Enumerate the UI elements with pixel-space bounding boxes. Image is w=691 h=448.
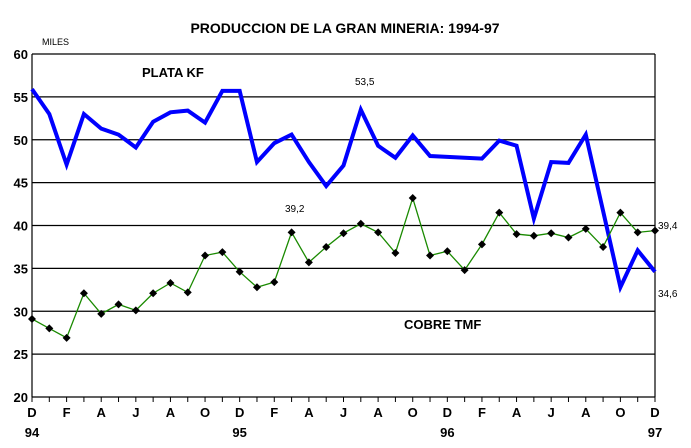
data-point-cobre [529, 231, 538, 240]
data-point-cobre [547, 229, 556, 238]
y-tick-label: 20 [14, 390, 28, 405]
x-tick-label: D [27, 405, 36, 420]
y-tick-label: 45 [14, 176, 28, 191]
year-label: 95 [232, 425, 246, 440]
y-tick-label: 30 [14, 304, 28, 319]
data-point-cobre [218, 248, 227, 257]
data-point-cobre [581, 224, 590, 233]
x-tick-label: A [166, 405, 176, 420]
data-point-cobre [443, 247, 452, 256]
data-point-cobre [477, 240, 486, 249]
data-point-cobre [62, 333, 71, 342]
x-tick-label: A [512, 405, 522, 420]
data-point-cobre [426, 251, 435, 260]
data-point-cobre [460, 266, 469, 275]
series-line-plata [30, 88, 657, 294]
data-point-cobre [599, 242, 608, 251]
x-tick-label: J [132, 405, 139, 420]
data-point-cobre [356, 219, 365, 228]
y-tick-label: 35 [14, 261, 28, 276]
y-tick-label: 25 [14, 347, 28, 362]
data-point-cobre [114, 300, 123, 309]
data-point-cobre [408, 194, 417, 203]
x-tick-label: F [270, 405, 278, 420]
year-label: 97 [648, 425, 662, 440]
x-tick-label: O [615, 405, 625, 420]
data-point-cobre [201, 251, 210, 260]
x-tick-label: J [548, 405, 555, 420]
x-tick-label: A [97, 405, 107, 420]
data-point-cobre [79, 289, 88, 298]
data-point-cobre [183, 288, 192, 297]
data-point-cobre [270, 278, 279, 287]
data-point-cobre [633, 228, 642, 237]
y-tick-label: 50 [14, 133, 28, 148]
x-tick-label: D [235, 405, 244, 420]
data-point-cobre [304, 258, 313, 267]
data-point-cobre [28, 314, 36, 323]
y-axis-label: MILES [42, 37, 69, 47]
data-point-cobre [616, 208, 625, 217]
annotation-plata-max: 53,5 [355, 77, 375, 88]
x-tick-label: A [304, 405, 314, 420]
x-tick-label: D [650, 405, 659, 420]
x-tick-label: F [478, 405, 486, 420]
y-tick-label: 60 [14, 47, 28, 62]
data-point-cobre [391, 248, 400, 257]
data-point-cobre [97, 309, 106, 318]
data-point-cobre [512, 230, 521, 239]
data-point-cobre [287, 228, 296, 237]
year-label: 96 [440, 425, 454, 440]
x-tick-label: F [63, 405, 71, 420]
series-label-plata: PLATA KF [142, 65, 204, 80]
annotation-cobre: 39,2 [285, 204, 305, 215]
x-tick-label: O [408, 405, 418, 420]
x-tick-label: O [200, 405, 210, 420]
data-point-cobre [564, 233, 573, 242]
data-point-cobre [374, 228, 383, 237]
y-tick-label: 40 [14, 219, 28, 234]
data-point-cobre [149, 289, 158, 298]
data-point-cobre [235, 267, 244, 276]
annotation-plata-last: 34,6 [658, 289, 678, 300]
x-tick-label: A [581, 405, 591, 420]
data-point-cobre [131, 306, 140, 315]
year-label: 94 [25, 425, 40, 440]
data-point-cobre [495, 208, 504, 217]
data-point-cobre [651, 226, 659, 235]
data-point-cobre [252, 283, 261, 292]
x-tick-label: A [373, 405, 383, 420]
data-point-cobre [166, 278, 175, 287]
annotation-cobre-last: 39,4 [658, 221, 678, 232]
data-point-cobre [322, 242, 331, 251]
y-tick-label: 55 [14, 90, 28, 105]
x-tick-label: J [340, 405, 347, 420]
data-point-cobre [45, 324, 54, 333]
series-label-cobre: COBRE TMF [404, 317, 481, 332]
data-point-cobre [339, 229, 348, 238]
x-tick-label: D [443, 405, 452, 420]
chart-title: PRODUCCION DE LA GRAN MINERIA: 1994-97 [190, 20, 499, 36]
